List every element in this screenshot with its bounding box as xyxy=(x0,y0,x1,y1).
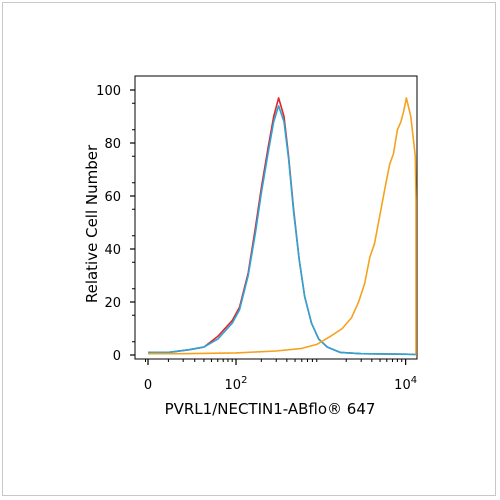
x-axis-title: PVRL1/NECTIN1-ABflo® 647 xyxy=(165,400,376,418)
plot-area xyxy=(134,75,418,360)
y-tick-label: 60 xyxy=(104,190,121,205)
series-line-2 xyxy=(148,105,417,356)
series-line-3 xyxy=(148,97,417,355)
y-axis: 0 20 40 60 80 100 xyxy=(96,84,135,364)
x-axis: 0102104106 xyxy=(144,359,417,393)
chart-frame xyxy=(2,2,496,496)
x-tick-label: 0 xyxy=(144,378,152,393)
plot-border xyxy=(134,75,418,360)
y-tick-label: 80 xyxy=(104,137,121,152)
y-tick-label: 40 xyxy=(104,243,121,258)
series-layer xyxy=(148,97,417,356)
y-axis-title: Relative Cell Number xyxy=(83,144,101,303)
y-tick-label: 20 xyxy=(104,296,121,311)
y-tick-label: 100 xyxy=(96,84,121,99)
series-line-1 xyxy=(148,97,417,356)
x-tick-label: 102 xyxy=(225,375,248,393)
y-tick-label: 0 xyxy=(113,349,121,364)
x-tick-label: 104 xyxy=(394,375,417,393)
